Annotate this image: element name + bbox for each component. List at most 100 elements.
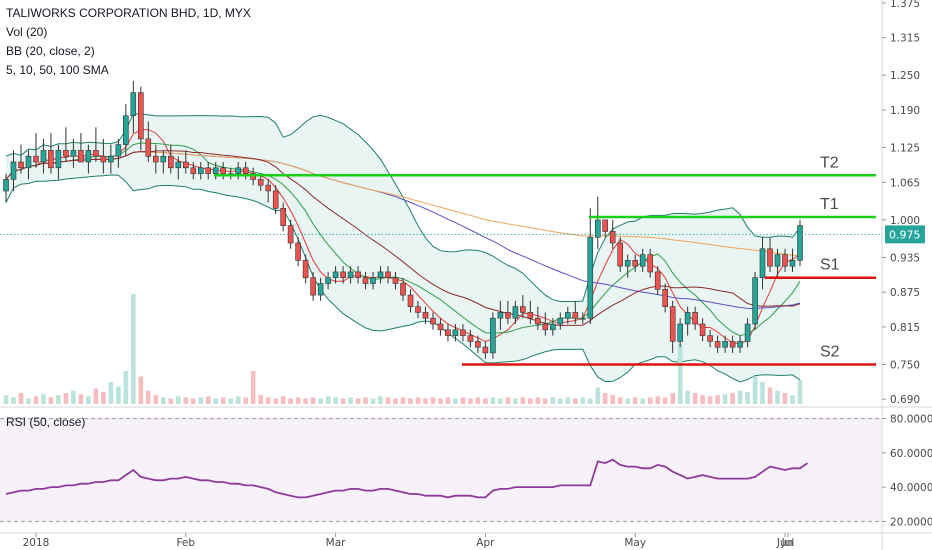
volume-bar	[310, 397, 316, 404]
volume-legend[interactable]: Vol (20)	[6, 25, 48, 39]
candle-body	[175, 161, 182, 169]
volume-bar	[93, 388, 99, 404]
y-tick-label: 0.875	[890, 287, 920, 299]
volume-bar	[78, 394, 84, 404]
volume-bar	[26, 398, 31, 404]
bollinger-basis	[5, 150, 801, 326]
level-label-t2: T2	[820, 154, 839, 171]
volume-bar	[295, 397, 301, 404]
volume-bar	[18, 393, 24, 404]
volume-bar	[183, 397, 189, 404]
volume-bar	[41, 394, 46, 404]
chart-title: TALIWORKS CORPORATION BHD, 1D, MYX	[6, 6, 251, 20]
candle-body	[18, 161, 24, 169]
rsi-tick-label: 20.0000	[890, 516, 932, 528]
candle-body	[340, 271, 346, 278]
volume-bar	[138, 376, 144, 404]
candle-body	[549, 323, 556, 331]
candle-body	[100, 155, 107, 163]
candle-body	[332, 271, 339, 278]
last-price-badge[interactable]	[885, 225, 925, 244]
candle-body	[519, 306, 526, 313]
candle-body	[445, 329, 451, 336]
last-price-value: 0.975	[889, 228, 921, 241]
level-label-s1: S1	[820, 257, 840, 274]
candle-body	[602, 219, 609, 232]
sma-legend[interactable]: 5, 10, 50, 100 SMA	[6, 63, 109, 77]
volume-bar	[565, 397, 571, 404]
volume-bar	[161, 397, 166, 404]
volume-bar	[265, 397, 271, 404]
candle-body	[302, 260, 309, 279]
volume-bar	[730, 393, 735, 404]
volume-bar	[63, 393, 69, 404]
x-tick-label: Mar	[326, 537, 346, 549]
volume-bar	[722, 394, 728, 404]
level-label-s2: S2	[820, 344, 840, 361]
candle-body	[392, 277, 399, 284]
candle-body	[467, 335, 474, 342]
volume-bar	[153, 395, 159, 404]
x-tick-label: Apr	[476, 537, 495, 549]
y-tick-label: 0.815	[890, 322, 920, 334]
candle-body	[512, 306, 519, 319]
y-tick-label: 1.250	[890, 70, 920, 82]
volume-bar	[558, 398, 563, 404]
x-tick-label: May	[624, 537, 646, 549]
volume-bar	[333, 397, 338, 404]
candle-body	[385, 271, 391, 278]
candle-body	[729, 341, 736, 348]
volume-bar	[700, 395, 705, 404]
volume-bar	[460, 397, 466, 404]
candle-body	[370, 277, 376, 284]
candle-body	[295, 242, 301, 261]
candle-body	[452, 329, 459, 336]
volume-bar	[243, 397, 248, 404]
volume-bar	[205, 396, 211, 404]
volume-bar	[108, 382, 114, 404]
candle-body	[557, 317, 564, 325]
volume-bar	[348, 397, 353, 404]
candle-body	[355, 271, 361, 278]
rsi-line	[5, 458, 809, 499]
volume-bar	[318, 398, 323, 404]
volume-bar	[86, 396, 91, 404]
y-tick-label: 1.000	[890, 215, 920, 227]
volume-bar	[385, 397, 391, 404]
volume-bar	[745, 391, 750, 404]
candle-body	[190, 167, 197, 174]
bollinger-legend[interactable]: BB (20, close, 2)	[6, 44, 95, 58]
volume-bar	[775, 390, 780, 404]
candle-body	[692, 312, 698, 325]
rsi-legend[interactable]: RSI (50, close)	[6, 415, 86, 429]
volume-bar	[513, 398, 518, 404]
candle-body	[774, 254, 781, 267]
volume-bar	[737, 390, 743, 404]
volume-bar	[176, 396, 181, 404]
candle-body	[310, 277, 316, 296]
candle-body	[789, 260, 796, 267]
candle-body	[347, 271, 354, 278]
y-tick-label: 0.690	[890, 394, 920, 406]
volume-bar	[483, 398, 488, 404]
volume-bar	[213, 398, 218, 404]
volume-bar	[48, 397, 54, 404]
volume-bar	[475, 397, 481, 404]
volume-bar	[363, 397, 368, 404]
candle-body	[422, 312, 429, 319]
volume-bar	[662, 397, 668, 404]
volume-bar	[647, 397, 653, 404]
candle-body	[714, 341, 721, 348]
volume-bar	[752, 376, 758, 404]
volume-bar	[498, 398, 503, 404]
volume-bar	[617, 397, 623, 404]
level-label-t1: T1	[820, 196, 839, 213]
volume-bar	[280, 396, 286, 404]
volume-bar	[56, 395, 61, 404]
candle-body	[497, 312, 504, 319]
volume-bar	[550, 397, 556, 404]
volume-bar	[767, 387, 773, 404]
y-tick-label: 0.750	[890, 360, 920, 372]
volume-bar	[116, 386, 121, 404]
